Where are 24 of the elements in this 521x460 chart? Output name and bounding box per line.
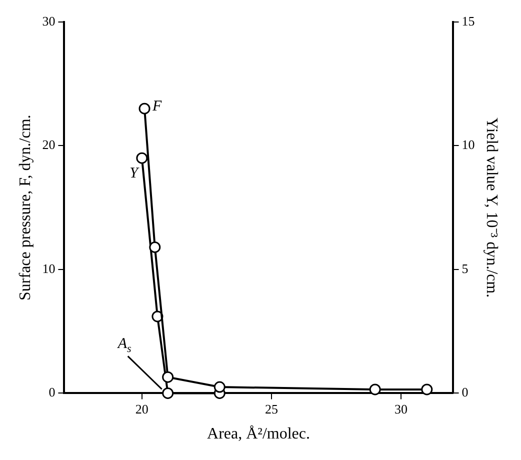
point [369, 384, 381, 396]
y-axis-title: Surface pressure, F, dyn./cm. [16, 114, 34, 300]
y-tick-label: 0 [48, 384, 56, 400]
y-tick-label: 10 [42, 260, 56, 276]
y-tick-label: 30 [42, 13, 56, 28]
x-tick-label: 20 [135, 401, 148, 416]
series-label: Y [130, 166, 140, 182]
point [136, 152, 148, 164]
y2-tick-label: 10 [462, 137, 475, 152]
y2-tick-label: 5 [462, 260, 468, 276]
point [162, 387, 174, 399]
point [214, 381, 226, 393]
y2-tick-label: 0 [462, 384, 468, 400]
point [138, 102, 150, 114]
x-tick-label: 30 [394, 401, 408, 416]
point [162, 371, 174, 383]
y2-axis-title: Yield value Y, 10⁻³ dyn./cm. [483, 118, 500, 298]
y-tick-label: 20 [42, 137, 56, 152]
series-label: F [152, 98, 163, 115]
y2-tick-label: 15 [462, 13, 475, 28]
x-axis-title: Area, Å²/molec. [207, 424, 310, 443]
point [149, 241, 161, 253]
point [421, 384, 433, 396]
x-tick-label: 25 [264, 401, 278, 416]
